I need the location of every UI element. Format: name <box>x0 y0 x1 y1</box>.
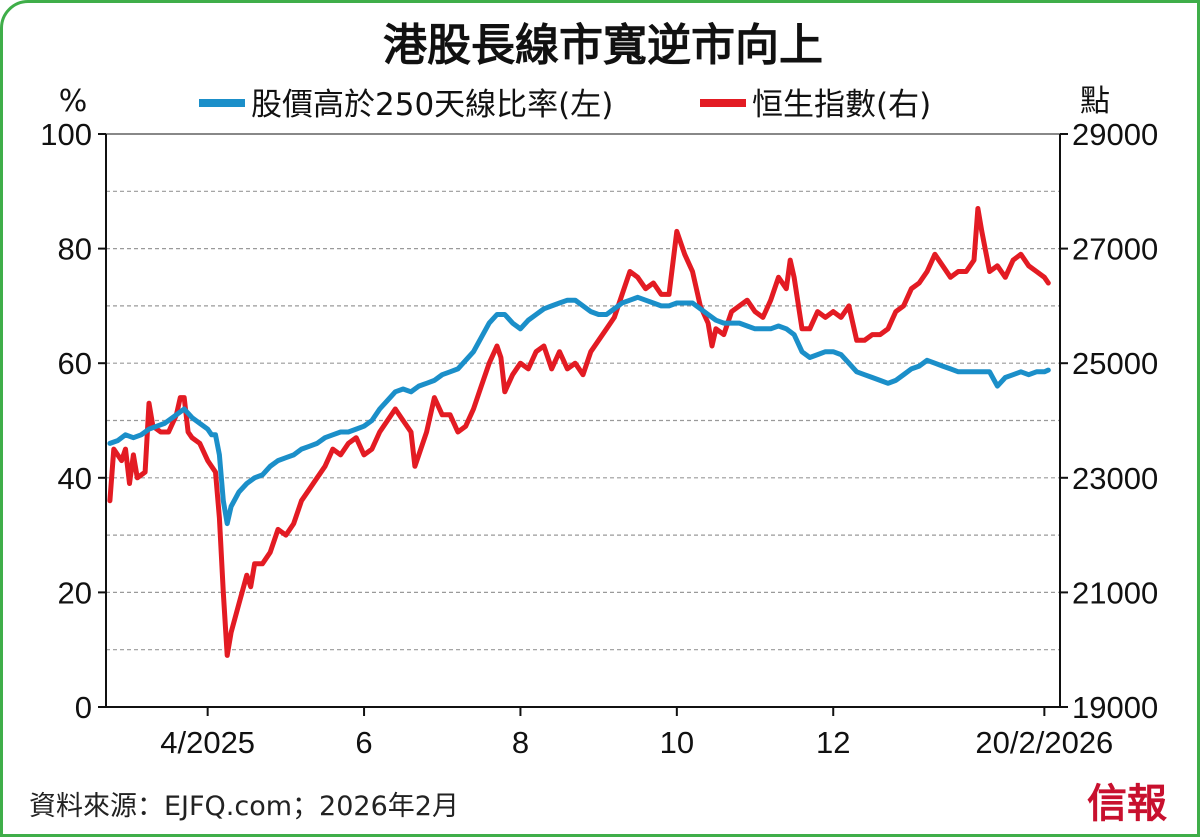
x-tick-label: 8 <box>512 725 529 760</box>
right-tick-label: 23000 <box>1072 461 1158 496</box>
right-axis-unit: 點 <box>1080 84 1110 119</box>
left-tick-label: 20 <box>58 575 92 610</box>
series-lines <box>107 206 1051 658</box>
left-axis-unit: % <box>59 84 88 119</box>
source-note: 資料來源：EJFQ.com；2026年2月 <box>29 791 459 822</box>
left-tick-label: 100 <box>40 117 92 152</box>
chart-canvas: 港股長線市寬逆市向上 股價高於250天線比率(左) 恒生指數(右) % 點 0 2… <box>29 20 1167 827</box>
x-tick-label: 4/2025 <box>160 725 255 760</box>
chart-title: 港股長線市寬逆市向上 <box>383 20 823 71</box>
left-tick-label: 0 <box>75 690 92 725</box>
legend: 股價高於250天線比率(左) 恒生指數(右) <box>199 87 931 123</box>
left-tick-label: 40 <box>58 461 92 496</box>
left-tick-label: 80 <box>58 232 92 267</box>
x-tick-label: 12 <box>816 725 850 760</box>
x-tick-labels: 4/2025 6 8 10 12 20/2/2026 <box>160 707 1113 760</box>
legend-swatch-hsi <box>700 99 746 107</box>
right-tick-label: 19000 <box>1072 690 1158 725</box>
right-tick-label: 29000 <box>1072 117 1158 152</box>
right-tick-label: 21000 <box>1072 575 1158 610</box>
y-tick-labels: 0 20 40 60 80 100 19000 21000 23000 25000 27000 290… <box>40 117 1158 725</box>
right-tick-label: 25000 <box>1072 346 1158 381</box>
right-tick-label: 27000 <box>1072 232 1158 267</box>
legend-swatch-breadth <box>199 99 245 107</box>
legend-label-hsi: 恒生指數(右) <box>752 87 931 123</box>
legend-label-breadth: 股價高於250天線比率(左) <box>251 87 613 123</box>
x-tick-label: 6 <box>355 725 372 760</box>
left-tick-label: 60 <box>58 346 92 381</box>
brand-logo: 信報 <box>1087 780 1167 827</box>
x-tick-label: 20/2/2026 <box>975 725 1113 760</box>
series-line-hsi <box>107 206 1051 658</box>
axes <box>105 133 1061 708</box>
series-line-breadth <box>107 294 1051 527</box>
x-tick-label: 10 <box>660 725 694 760</box>
